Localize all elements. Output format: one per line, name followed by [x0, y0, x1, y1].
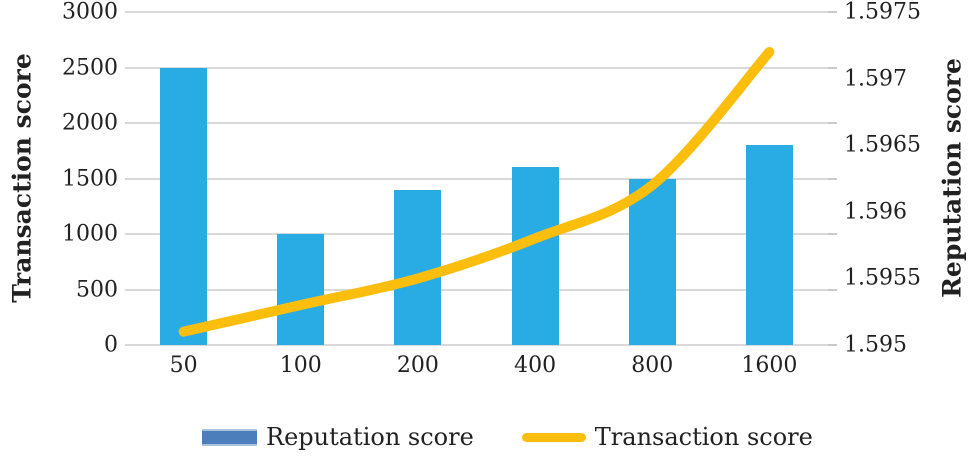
- gridline: [125, 344, 828, 346]
- x-axis-tick-label: 100: [279, 353, 322, 378]
- x-axis-tick-label: 400: [514, 353, 557, 378]
- right-axis-tick: [828, 66, 837, 69]
- plot-area: [125, 11, 837, 346]
- line-series-swatch-icon: [521, 432, 586, 442]
- left-axis-tick-label: 500: [76, 277, 118, 302]
- x-axis-tick-label: 200: [396, 353, 439, 378]
- right-axis-tick-label: 1.5955: [844, 265, 921, 291]
- right-axis-tick: [828, 122, 837, 124]
- x-axis-tick-label: 800: [631, 353, 674, 378]
- chart-legend: Reputation score Transaction score: [202, 422, 813, 452]
- right-axis-tick: [828, 233, 837, 235]
- left-axis-tick-label: 0: [104, 332, 118, 358]
- gridline: [125, 233, 828, 235]
- bar-50: [160, 67, 208, 345]
- right-axis-tick: [828, 11, 837, 13]
- left-axis-tick-labels: 0 500 1000 1500 2000 2500 3000: [0, 0, 118, 358]
- gridline: [125, 288, 828, 291]
- right-axis-tick: [828, 177, 837, 180]
- gridline: [125, 122, 828, 124]
- gridline: [125, 11, 828, 13]
- legend-item-reputation-score: Reputation score: [202, 423, 474, 451]
- x-axis-tick-label: 50: [169, 353, 198, 378]
- right-axis-tick-labels: 1.595 1.5955 1.596 1.5965 1.597 1.5975: [844, 0, 974, 358]
- transaction-score-line: [178, 46, 775, 337]
- legend-label: Transaction score: [594, 423, 813, 451]
- bar-800: [628, 178, 676, 345]
- left-axis-tick-label: 1000: [62, 221, 118, 247]
- bar-1600: [745, 145, 793, 345]
- bar-200: [394, 189, 442, 345]
- left-axis-tick-label: 2500: [62, 55, 118, 80]
- legend-item-transaction-score: Transaction score: [521, 423, 813, 451]
- right-axis-tick: [828, 344, 837, 346]
- bar-100: [277, 234, 325, 345]
- gridline: [125, 177, 828, 180]
- left-axis-tick-label: 2000: [62, 110, 118, 136]
- gridline: [125, 66, 828, 69]
- bar-series-swatch-icon: [202, 428, 257, 446]
- right-axis-tick-label: 1.597: [844, 66, 907, 92]
- right-axis-tick-label: 1.5965: [844, 132, 921, 158]
- x-axis-tick-labels: 50 100 200 400 800 1600: [125, 353, 828, 387]
- x-axis-tick-label: 1600: [741, 353, 798, 378]
- left-axis-tick-label: 3000: [62, 0, 118, 25]
- right-axis-tick-label: 1.5975: [844, 0, 921, 25]
- left-axis-tick-label: 1500: [62, 166, 118, 191]
- right-axis-tick-label: 1.596: [844, 199, 907, 225]
- bar-400: [511, 167, 559, 345]
- right-axis-tick-label: 1.595: [844, 332, 907, 358]
- right-axis-tick: [828, 288, 837, 291]
- legend-label: Reputation score: [266, 423, 474, 451]
